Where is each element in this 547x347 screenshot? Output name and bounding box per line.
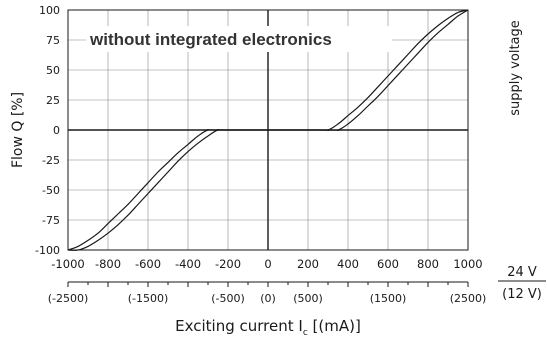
right-axis-label: supply voltage [508, 20, 523, 116]
y-tick-label: -25 [42, 154, 60, 167]
y-tick-label: 75 [46, 34, 60, 47]
secondary-tick-label: (1500) [370, 292, 407, 305]
secondary-tick-label: (0) [260, 292, 276, 305]
secondary-tick-label: (-2500) [48, 292, 89, 305]
secondary-tick-label: (-500) [211, 292, 245, 305]
x-tick-label: 200 [297, 257, 319, 271]
x-tick-labels: -1000 -800 -600 -400 -200 0 200 400 600 800 1000 [51, 257, 482, 271]
y-tick-label: -50 [42, 184, 60, 197]
x-tick-label: 1000 [453, 257, 482, 271]
secondary-tick-label: (500) [293, 292, 323, 305]
secondary-x-axis: (-2500) (-1500) (-500) (0) (500) (1500) (2500) [48, 281, 487, 305]
voltage-12v-label: (12 V) [502, 287, 542, 302]
y-tick-label: 0 [53, 124, 60, 137]
y-tick-label: 100 [39, 4, 60, 17]
y-tick-label: -100 [35, 244, 60, 257]
x-tick-label: -1000 [51, 257, 84, 271]
x-axis-label-main: Exciting current I [175, 317, 303, 335]
y-tick-label: 25 [46, 94, 60, 107]
x-tick-label: 400 [337, 257, 359, 271]
voltage-24v-label: 24 V [507, 265, 537, 280]
annotation-background [86, 26, 392, 52]
x-tick-label: -800 [95, 257, 121, 271]
x-tick-label: 800 [417, 257, 439, 271]
y-tick-label: -75 [42, 214, 60, 227]
flow-curve-2 [67, 9, 469, 251]
secondary-tick-label: (2500) [450, 292, 487, 305]
x-tick-label: -400 [175, 257, 201, 271]
annotation-text: without integrated electronics [89, 30, 332, 49]
y-tick-labels: 100 75 50 25 0 -25 -50 -75 -100 [35, 4, 60, 257]
x-axis-label-subscript: c [303, 328, 308, 338]
secondary-tick-label: (-1500) [128, 292, 169, 305]
x-tick-label: -600 [135, 257, 161, 271]
flow-curves [67, 9, 469, 251]
y-axis-label: Flow Q [%] [10, 92, 26, 168]
x-tick-label: -200 [215, 257, 241, 271]
x-axis-label: Exciting current Ic [(mA)] [175, 317, 361, 338]
x-axis-label-tail: [(mA)] [308, 317, 361, 335]
x-tick-label: 600 [377, 257, 399, 271]
y-tick-label: 50 [46, 64, 60, 77]
x-tick-label: 0 [264, 257, 271, 271]
